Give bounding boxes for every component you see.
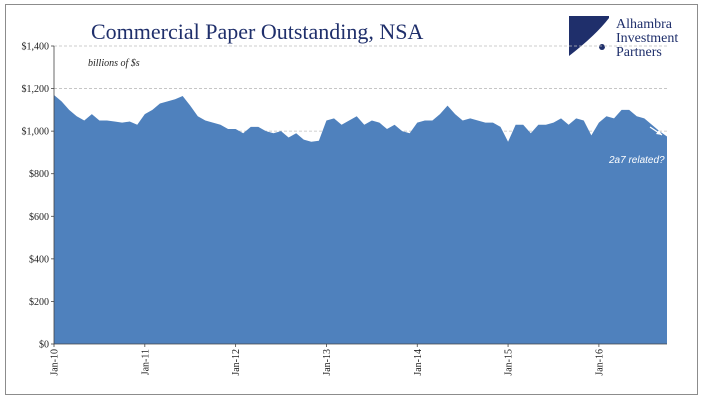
x-tick-label: Jan-10 [50,349,61,376]
logo-dot-icon [599,44,605,50]
y-tick-label: $1,400 [22,42,50,53]
area-fill [54,94,667,345]
y-tick-label: $600 [29,212,49,223]
chart-title: Commercial Paper Outstanding, NSA [91,19,424,44]
x-axis: Jan-10 Jan-11 Jan-12 Jan-13 Jan-14 Jan-15 Jan-… [50,343,667,376]
y-tick-label: $1,200 [22,84,50,95]
x-tick-label: Jan-14 [413,349,424,376]
y-tick-label: $800 [29,169,49,180]
chart-svg: Commercial Paper Outstanding, NSA Alhamb… [22,16,678,376]
brand-logo: Alhambra Investment Partners [569,16,678,60]
y-tick-label: $1,000 [22,127,50,138]
area-series [54,94,667,345]
unit-label: billions of $s [88,58,140,69]
x-tick-label: Jan-16 [594,349,605,376]
x-tick-label: Jan-11 [140,349,151,375]
y-tick-label: $400 [29,254,49,265]
y-tick-label: $200 [29,297,49,308]
x-tick-label: Jan-15 [504,349,515,376]
y-axis: $0 $200 $400 $600 $800 $1,000 $1,200 $1,400 [22,42,55,351]
annotation-arrowhead-icon [656,130,662,135]
y-tick-label: $0 [39,340,49,351]
annotation-label: 2a7 related? [608,155,665,166]
logo-swoosh-icon [569,18,609,56]
brand-line-2: Investment [616,31,678,46]
brand-line-1: Alhambra [616,17,673,32]
x-tick-label: Jan-13 [322,349,333,376]
brand-line-3: Partners [616,45,662,60]
x-tick-label: Jan-12 [231,349,242,376]
chart-frame: Commercial Paper Outstanding, NSA Alhamb… [5,4,698,395]
